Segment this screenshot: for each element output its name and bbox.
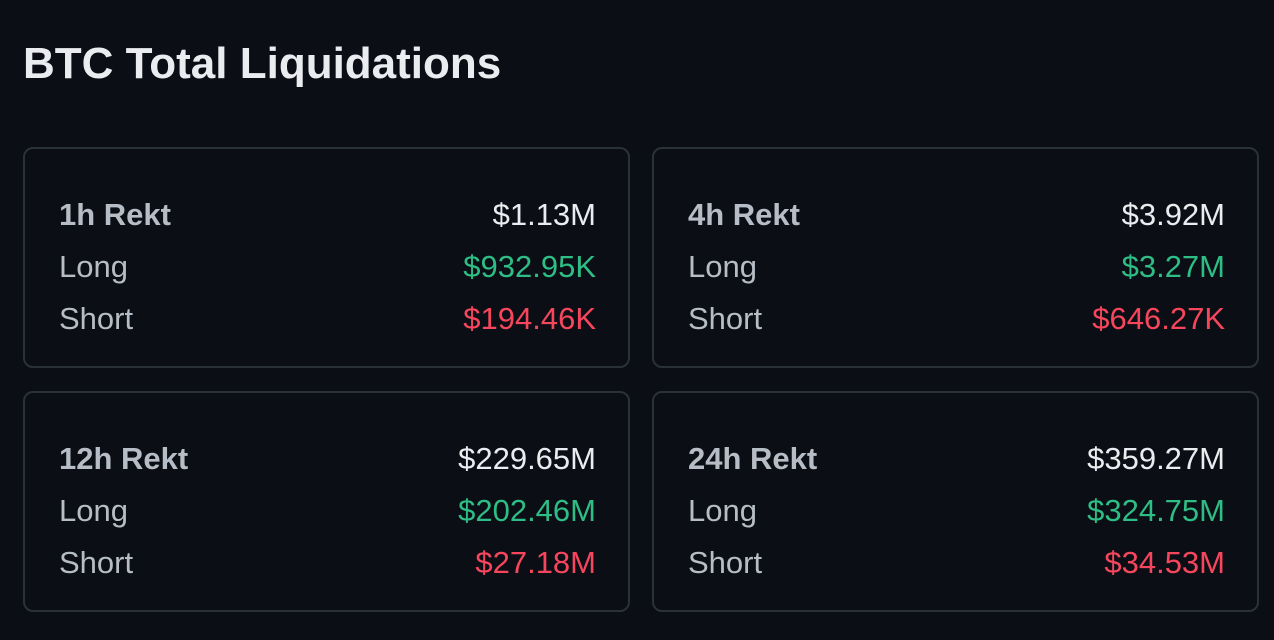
period-label: 12h Rekt xyxy=(59,441,189,476)
card-4h: 4h Rekt $3.92M Long $3.27M Short $646.27… xyxy=(652,147,1259,368)
long-label: Long xyxy=(59,249,128,284)
long-row: Long $3.27M xyxy=(688,241,1225,293)
liquidation-cards-grid: 1h Rekt $1.13M Long $932.95K Short $194.… xyxy=(23,147,1259,612)
short-value: $34.53M xyxy=(1104,545,1225,580)
short-row: Short $194.46K xyxy=(59,293,596,345)
short-label: Short xyxy=(688,545,763,580)
total-row: 4h Rekt $3.92M xyxy=(688,189,1225,241)
short-label: Short xyxy=(59,545,134,580)
card-12h: 12h Rekt $229.65M Long $202.46M Short $2… xyxy=(23,391,630,612)
total-row: 1h Rekt $1.13M xyxy=(59,189,596,241)
total-row: 24h Rekt $359.27M xyxy=(688,433,1225,485)
long-value: $202.46M xyxy=(458,493,596,528)
total-value: $1.13M xyxy=(492,197,596,232)
long-row: Long $324.75M xyxy=(688,485,1225,537)
long-value: $3.27M xyxy=(1121,249,1225,284)
long-label: Long xyxy=(688,493,757,528)
long-row: Long $932.95K xyxy=(59,241,596,293)
long-value: $324.75M xyxy=(1087,493,1225,528)
short-label: Short xyxy=(59,301,134,336)
period-label: 1h Rekt xyxy=(59,197,171,232)
short-row: Short $646.27K xyxy=(688,293,1225,345)
short-row: Short $34.53M xyxy=(688,537,1225,589)
short-value: $646.27K xyxy=(1092,301,1225,336)
page-title: BTC Total Liquidations xyxy=(23,39,502,88)
total-value: $359.27M xyxy=(1087,441,1225,476)
total-value: $229.65M xyxy=(458,441,596,476)
card-24h: 24h Rekt $359.27M Long $324.75M Short $3… xyxy=(652,391,1259,612)
short-value: $194.46K xyxy=(463,301,596,336)
total-row: 12h Rekt $229.65M xyxy=(59,433,596,485)
period-label: 4h Rekt xyxy=(688,197,800,232)
period-label: 24h Rekt xyxy=(688,441,818,476)
short-row: Short $27.18M xyxy=(59,537,596,589)
long-row: Long $202.46M xyxy=(59,485,596,537)
long-label: Long xyxy=(59,493,128,528)
short-label: Short xyxy=(688,301,763,336)
short-value: $27.18M xyxy=(475,545,596,580)
long-label: Long xyxy=(688,249,757,284)
total-value: $3.92M xyxy=(1121,197,1225,232)
long-value: $932.95K xyxy=(463,249,596,284)
card-1h: 1h Rekt $1.13M Long $932.95K Short $194.… xyxy=(23,147,630,368)
